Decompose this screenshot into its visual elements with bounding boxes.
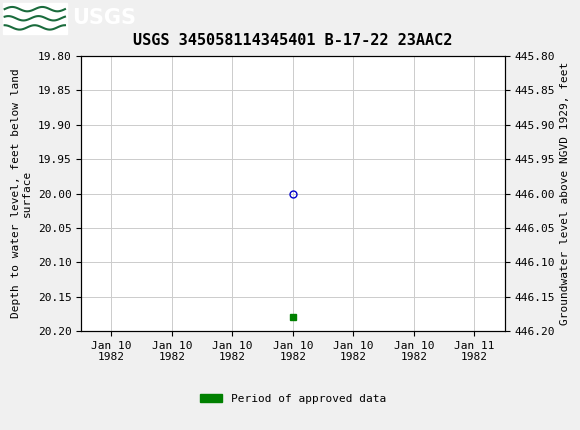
Legend: Period of approved data: Period of approved data	[195, 389, 390, 408]
Title: USGS 345058114345401 B-17-22 23AAC2: USGS 345058114345401 B-17-22 23AAC2	[133, 33, 452, 48]
Y-axis label: Groundwater level above NGVD 1929, feet: Groundwater level above NGVD 1929, feet	[560, 62, 570, 325]
Y-axis label: Depth to water level, feet below land
surface: Depth to water level, feet below land su…	[10, 69, 32, 318]
Text: USGS: USGS	[72, 8, 136, 28]
Bar	[3, 3, 67, 34]
